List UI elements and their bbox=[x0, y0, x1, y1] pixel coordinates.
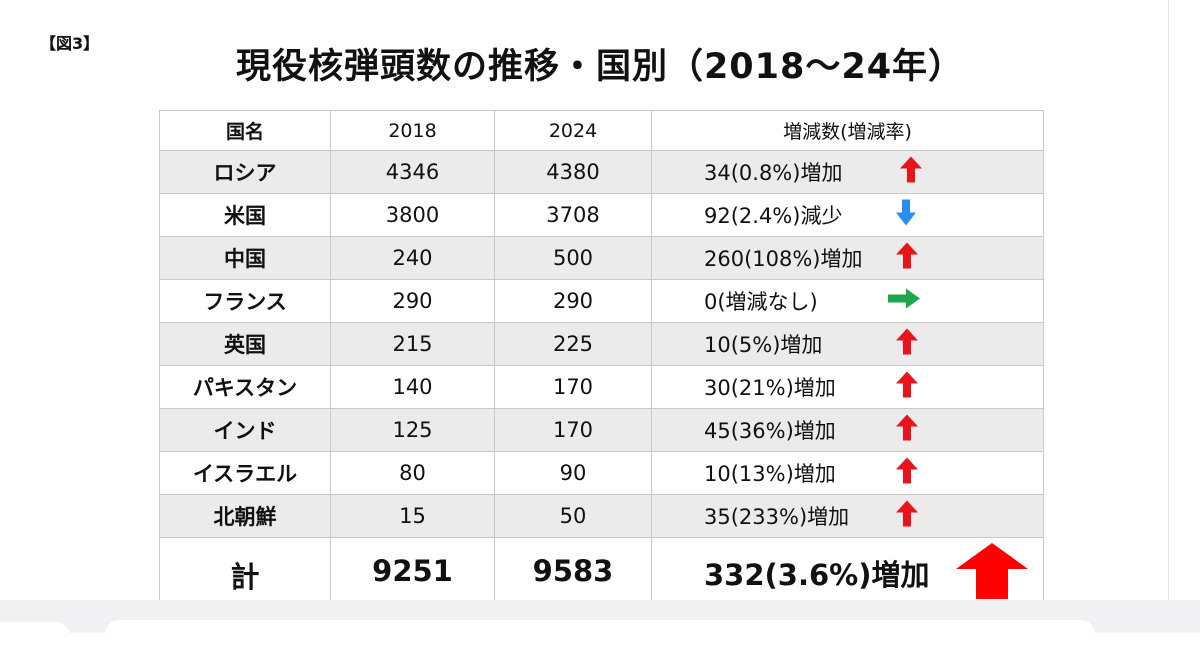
total-up-arrow-icon bbox=[956, 543, 1028, 606]
header-2018: 2018 bbox=[330, 110, 495, 151]
country-name: 中国 bbox=[159, 236, 331, 280]
value-2018: 15 bbox=[330, 494, 495, 538]
table-row: 北朝鮮 15 50 35(233%)増加 bbox=[159, 494, 1044, 538]
country-name: ロシア bbox=[159, 150, 331, 194]
change-text: 30(21%)増加 bbox=[704, 376, 836, 400]
up-arrow-icon bbox=[896, 328, 918, 360]
up-arrow-icon bbox=[896, 414, 918, 446]
down-arrow-icon bbox=[896, 199, 916, 231]
up-arrow-icon bbox=[896, 457, 918, 489]
header-country: 国名 bbox=[159, 110, 331, 151]
table-row: 英国 215 225 10(5%)増加 bbox=[159, 322, 1044, 366]
total-change-text: 332(3.6%)増加 bbox=[704, 558, 930, 592]
value-2018: 215 bbox=[330, 322, 495, 366]
up-arrow-icon bbox=[900, 156, 922, 188]
country-name: 米国 bbox=[159, 193, 331, 237]
table-row: フランス 290 290 0(増減なし) bbox=[159, 279, 1044, 323]
table-row: イスラエル 80 90 10(13%)増加 bbox=[159, 451, 1044, 495]
change-text: 45(36%)増加 bbox=[704, 419, 836, 443]
change-text: 10(13%)増加 bbox=[704, 462, 836, 486]
value-2024: 50 bbox=[494, 494, 652, 538]
bottom-input-pill bbox=[105, 620, 1095, 650]
value-2018: 80 bbox=[330, 451, 495, 495]
value-2018: 4346 bbox=[330, 150, 495, 194]
change-text: 92(2.4%)減少 bbox=[704, 204, 843, 228]
right-arrow-icon bbox=[888, 288, 920, 314]
value-2024: 290 bbox=[494, 279, 652, 323]
page-title: 現役核弾頭数の推移・国別（2018～24年） bbox=[235, 47, 965, 87]
value-2018: 240 bbox=[330, 236, 495, 280]
country-name: フランス bbox=[159, 279, 331, 323]
value-2018: 125 bbox=[330, 408, 495, 452]
up-arrow-icon bbox=[896, 242, 918, 274]
change-cell: 30(21%)増加 bbox=[651, 365, 1044, 409]
change-cell: 260(108%)増加 bbox=[651, 236, 1044, 280]
change-cell: 92(2.4%)減少 bbox=[651, 193, 1044, 237]
table-row: 中国 240 500 260(108%)増加 bbox=[159, 236, 1044, 280]
country-name: パキスタン bbox=[159, 365, 331, 409]
header-2024: 2024 bbox=[494, 110, 652, 151]
country-name: インド bbox=[159, 408, 331, 452]
change-text: 10(5%)増加 bbox=[704, 333, 823, 357]
change-text: 34(0.8%)増加 bbox=[704, 161, 843, 185]
change-cell: 0(増減なし) bbox=[651, 279, 1044, 323]
change-cell: 10(5%)増加 bbox=[651, 322, 1044, 366]
table-row: パキスタン 140 170 30(21%)増加 bbox=[159, 365, 1044, 409]
country-name: 英国 bbox=[159, 322, 331, 366]
value-2018: 140 bbox=[330, 365, 495, 409]
up-arrow-icon bbox=[896, 500, 918, 532]
change-cell: 45(36%)増加 bbox=[651, 408, 1044, 452]
value-2024: 225 bbox=[494, 322, 652, 366]
change-cell: 10(13%)増加 bbox=[651, 451, 1044, 495]
change-cell: 34(0.8%)増加 bbox=[651, 150, 1044, 194]
table-row: 米国 3800 3708 92(2.4%)減少 bbox=[159, 193, 1044, 237]
value-2024: 170 bbox=[494, 365, 652, 409]
change-text: 0(増減なし) bbox=[704, 290, 818, 314]
change-cell: 35(233%)増加 bbox=[651, 494, 1044, 538]
country-name: イスラエル bbox=[159, 451, 331, 495]
value-2024: 3708 bbox=[494, 193, 652, 237]
value-2024: 90 bbox=[494, 451, 652, 495]
country-name: 北朝鮮 bbox=[159, 494, 331, 538]
value-2024: 500 bbox=[494, 236, 652, 280]
header-change: 増減数(増減率) bbox=[651, 110, 1044, 151]
slide: 【図3】 現役核弾頭数の推移・国別（2018～24年） 国名 2018 2024… bbox=[0, 0, 1200, 633]
figure-label: 【図3】 bbox=[40, 34, 100, 53]
change-text: 260(108%)増加 bbox=[704, 247, 863, 271]
table-body: ロシア 4346 4380 34(0.8%)増加米国 3800 3708 92(2.4%)減… bbox=[159, 150, 1044, 538]
value-2018: 3800 bbox=[330, 193, 495, 237]
table-header-row: 国名 2018 2024 増減数(増減率) bbox=[159, 110, 1044, 151]
value-2018: 290 bbox=[330, 279, 495, 323]
up-arrow-icon bbox=[896, 371, 918, 403]
value-2024: 4380 bbox=[494, 150, 652, 194]
warhead-table: 国名 2018 2024 増減数(増減率) ロシア 4346 4380 34(0.8%… bbox=[159, 110, 1044, 625]
slide-edge-divider bbox=[1168, 0, 1169, 600]
bottom-left-pill bbox=[0, 622, 70, 652]
table-row: インド 125 170 45(36%)増加 bbox=[159, 408, 1044, 452]
value-2024: 170 bbox=[494, 408, 652, 452]
change-text: 35(233%)増加 bbox=[704, 505, 850, 529]
table-row: ロシア 4346 4380 34(0.8%)増加 bbox=[159, 150, 1044, 194]
